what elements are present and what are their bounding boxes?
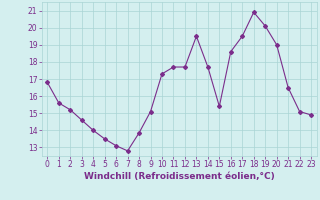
X-axis label: Windchill (Refroidissement éolien,°C): Windchill (Refroidissement éolien,°C) xyxy=(84,172,275,181)
